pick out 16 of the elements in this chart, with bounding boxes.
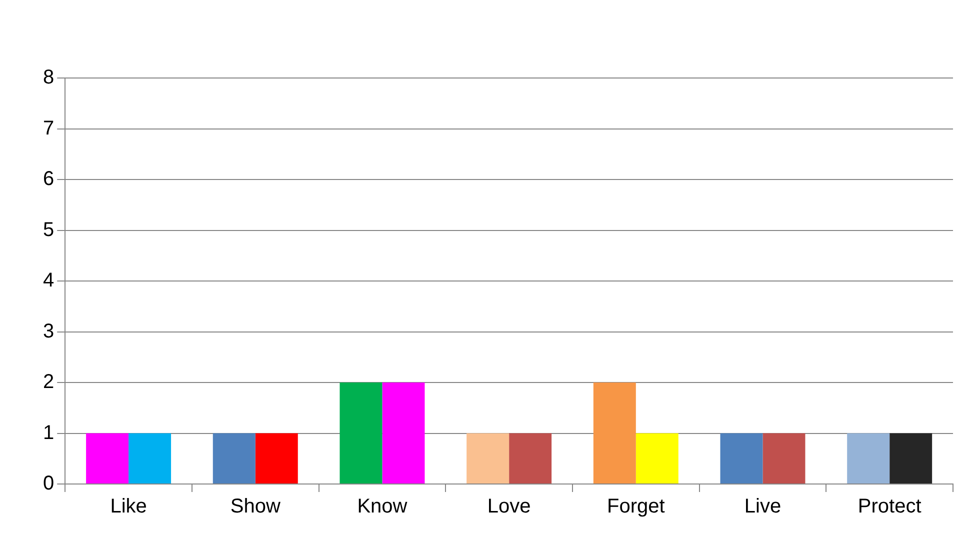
y-tick-label: 6 bbox=[43, 168, 54, 190]
y-tick-label: 5 bbox=[43, 218, 54, 241]
x-tick-label: Know bbox=[357, 496, 408, 518]
y-tick-label: 3 bbox=[43, 320, 54, 342]
y-tick-label: 8 bbox=[43, 66, 54, 89]
x-tick-label: Protect bbox=[858, 496, 922, 518]
y-tick-label: 7 bbox=[43, 117, 54, 140]
y-tick-label: 0 bbox=[43, 472, 54, 495]
y-tick-label: 1 bbox=[43, 422, 54, 444]
y-tick-label: 2 bbox=[43, 371, 54, 394]
x-tick-label: Live bbox=[744, 496, 782, 518]
x-tick-label: Show bbox=[230, 496, 281, 518]
x-tick-label: Love bbox=[487, 496, 531, 518]
x-tick-label: Like bbox=[110, 496, 147, 518]
x-tick-label: Forget bbox=[606, 496, 666, 518]
y-tick-label: 4 bbox=[43, 270, 54, 292]
